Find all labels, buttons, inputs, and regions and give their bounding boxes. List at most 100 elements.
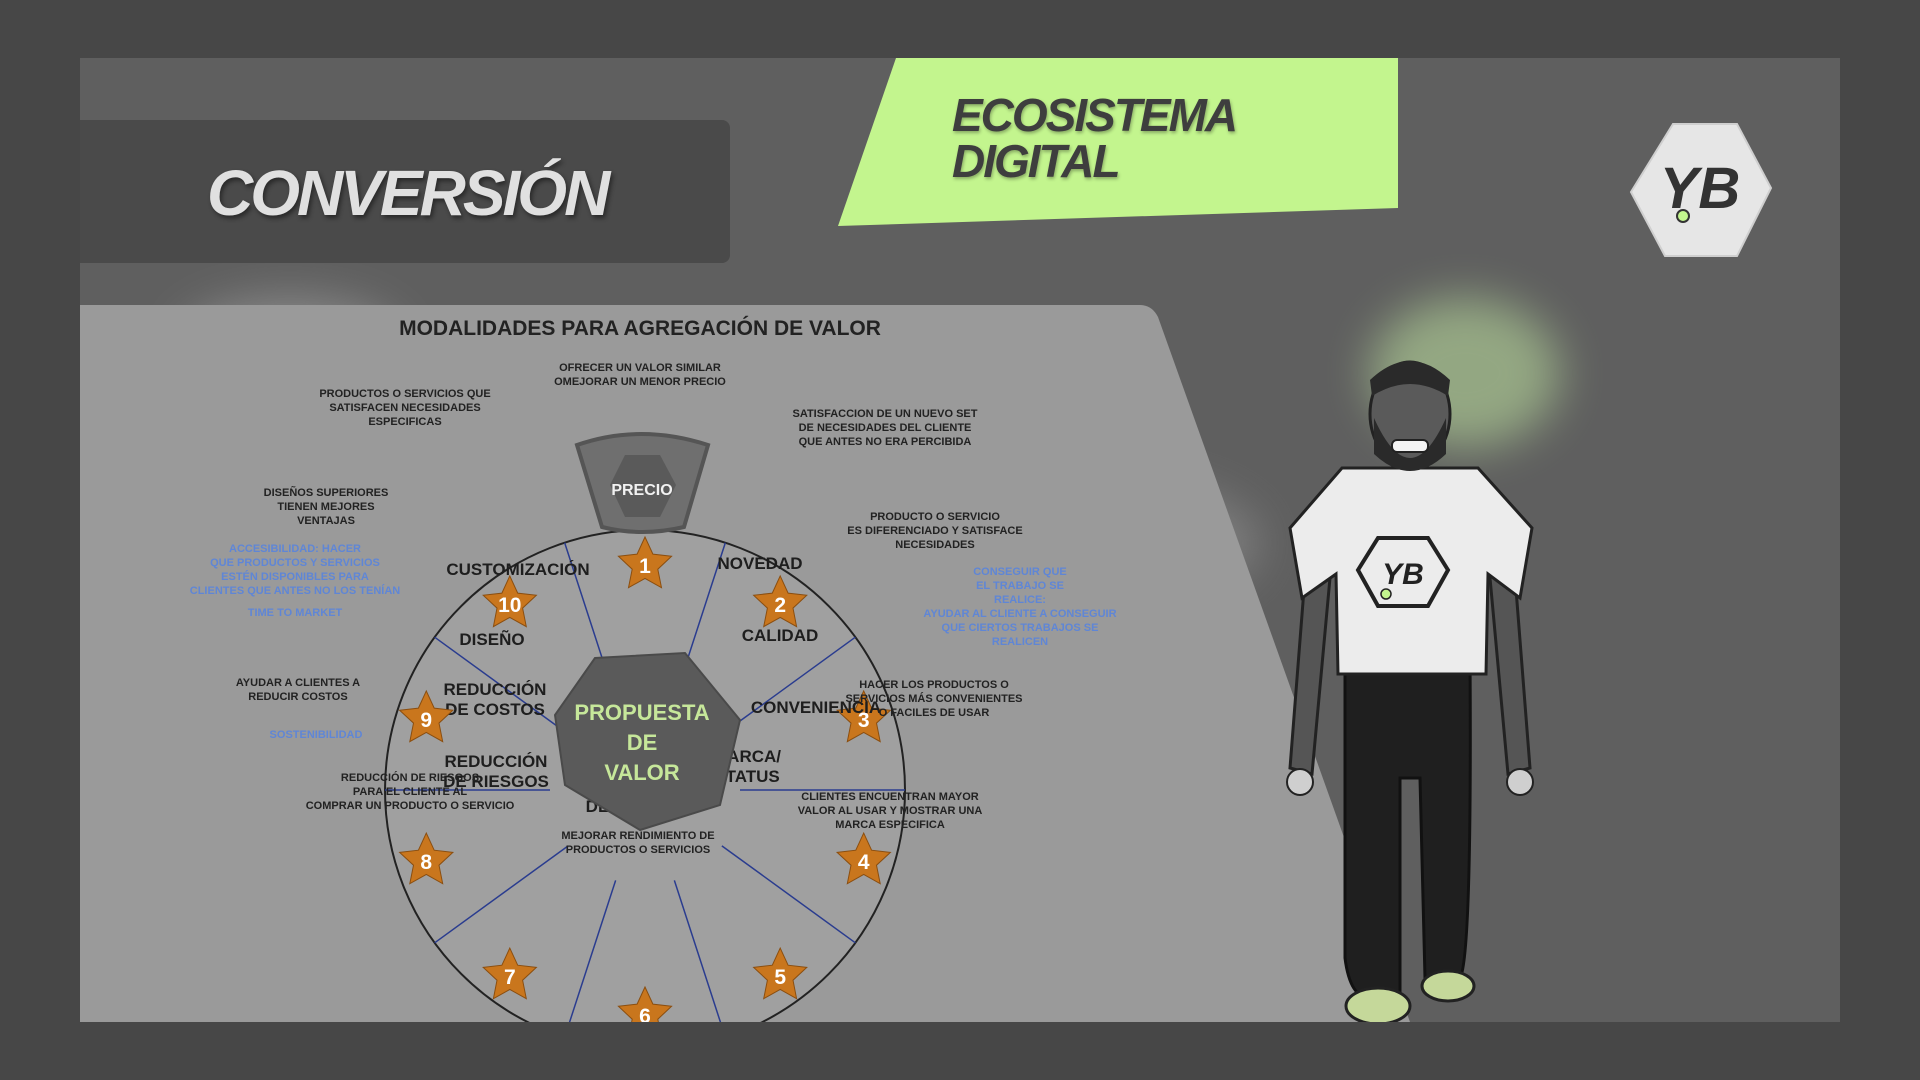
note-text-line: PRODUCTO O SERVICIO — [870, 511, 1000, 523]
note-text-line: COMPRAR UN PRODUCTO O SERVICIO — [306, 800, 515, 812]
segment-label-line: DE COSTOS — [445, 700, 545, 719]
star-icon — [617, 535, 673, 589]
segment-label: DISEÑO — [459, 629, 524, 649]
value-proposition-title: PROPUESTA DE VALOR — [574, 700, 709, 785]
note-text: SATISFACCION DE UN NUEVO SET DE NECESIDAD… — [793, 408, 978, 448]
segment-label-line: CALIDAD — [742, 626, 819, 645]
note-text-line: DISEÑOS SUPERIORES — [264, 486, 389, 499]
note-text-line: AYUDAR A CLIENTES A — [236, 677, 360, 689]
note-text-line: VALOR AL USAR Y MOSTRAR UNA — [798, 805, 983, 817]
blue-note-text-line: CLIENTES QUE ANTES NO LOS TENÍAN — [190, 584, 400, 597]
segment-number: 3 — [858, 709, 870, 732]
segment-label-line: CUSTOMIZACIÓN — [446, 560, 589, 579]
blue-note-text-line: EL TRABAJO SE — [976, 580, 1064, 592]
note-text: PRODUCTO O SERVICIO ES DIFERENCIADO Y SAT… — [847, 511, 1022, 551]
note-text: DISEÑOS SUPERIORES TIENEN MEJORES VENTAJAS — [264, 486, 389, 527]
note-text: PRODUCTOS O SERVICIOS QUE SATISFACEN NECE… — [319, 388, 490, 428]
segment-number: 8 — [420, 851, 432, 874]
star-icon — [752, 946, 808, 1000]
blue-note-text-line: REALICEN — [992, 636, 1048, 648]
segment-label-line: REDUCCIÓN — [444, 680, 547, 699]
blue-note-text: CONSEGUIR QUE EL TRABAJO SE REALICE: AYUDAR… — [923, 566, 1116, 648]
segment-label: CUSTOMIZACIÓN — [446, 560, 589, 579]
segment-label-line: REDUCCIÓN — [445, 752, 548, 771]
slide-canvas: CONVERSIÓN ECOSISTEMA DIGITAL YB MODALID… — [80, 58, 1840, 1022]
note-text-line: SATISFACCION DE UN NUEVO SET — [793, 408, 978, 420]
value-proposition-title-line: PROPUESTA — [574, 700, 709, 725]
note-text-line: O FACILES DE USAR — [879, 707, 990, 719]
value-proposition-hub — [553, 651, 742, 832]
wheel-divider — [721, 845, 856, 944]
note-text-line: REDUCCIÓN DE RIESGOS — [341, 771, 479, 784]
segment-label: REDUCCIÓN DE COSTOS — [444, 680, 547, 719]
blue-note-text-line: ESTÉN DISPONIBLES PARA — [221, 570, 369, 583]
segment-label-line: NOVEDAD — [717, 554, 802, 573]
star-icon — [752, 574, 808, 628]
page-title: CONVERSIÓN — [207, 157, 610, 229]
note-text: MEJORAR RENDIMIENTO DE PRODUCTOS O SERVIC… — [561, 830, 714, 856]
note-text-line: DE NECESIDADES DEL CLIENTE — [799, 422, 972, 434]
segment-number: 9 — [420, 709, 432, 732]
eco-banner-title: ECOSISTEMA DIGITAL — [952, 89, 1238, 187]
segment-number: 10 — [498, 594, 521, 617]
eco-banner — [838, 58, 1398, 226]
logo-text: YB — [1660, 156, 1741, 221]
segment-label: CONVENIENCIA — [751, 698, 881, 717]
note-text: CLIENTES ENCUENTRAN MAYOR VALOR AL USAR Y… — [798, 791, 983, 831]
star-icon — [617, 985, 673, 1022]
note-text-line: QUE ANTES NO ERA PERCIBIDA — [799, 436, 972, 448]
note-text-line: MARCA ESPECIFICA — [835, 819, 945, 831]
note-text-line: OMEJORAR UN MENOR PRECIO — [554, 376, 726, 388]
note-text-line: OFRECER UN VALOR SIMILAR — [559, 362, 721, 374]
note-text: HACER LOS PRODUCTOS O SERVICIOS MÁS CONVE… — [845, 679, 1022, 719]
eco-line-2: DIGITAL — [952, 135, 1121, 187]
segment-label-line: DISEÑO — [459, 629, 524, 649]
segment-label: NOVEDAD — [717, 554, 802, 573]
value-proposition-title-line: VALOR — [604, 760, 679, 785]
wheel-divider — [434, 845, 569, 944]
segment-number: 2 — [774, 594, 786, 617]
blue-note-text-line: AYUDAR AL CLIENTE A CONSEGUIR — [923, 608, 1116, 620]
note-text-line: ESPECIFICAS — [368, 416, 441, 428]
note-text-line: PRODUCTOS O SERVICIOS QUE — [319, 388, 490, 400]
note-text-line: ES DIFERENCIADO Y SATISFACE — [847, 525, 1022, 537]
blue-note-text-line: SOSTENIBILIDAD — [270, 729, 363, 741]
star-icon — [835, 831, 892, 885]
blue-note-text-line: QUE PRODUCTOS Y SERVICIOS — [210, 557, 380, 569]
note-text-line: NECESIDADES — [895, 539, 974, 551]
blue-note-text: SOSTENIBILIDAD — [270, 729, 363, 741]
segment-label-line: DE RIESGOS — [443, 772, 549, 791]
segment-label: PRECIO — [611, 482, 672, 499]
segment-label-line: STATUS — [714, 767, 779, 786]
blue-note-text: TIME TO MARKET — [248, 607, 343, 619]
star-icon — [398, 831, 455, 885]
title-bar — [80, 120, 730, 263]
note-text-line: SERVICIOS MÁS CONVENIENTES — [845, 692, 1022, 705]
segment-number: 5 — [774, 966, 786, 989]
note-text-line: HACER LOS PRODUCTOS O — [859, 679, 1009, 691]
segment-number: 6 — [639, 1005, 651, 1022]
segment-number: 1 — [639, 555, 651, 578]
note-text-line: CLIENTES ENCUENTRAN MAYOR — [801, 791, 978, 803]
segment-label: REDUCCIÓN DE RIESGOS — [443, 752, 549, 791]
star-icon — [835, 689, 892, 743]
segment-label-line: CONVENIENCIA — [751, 698, 881, 717]
eco-line-1: ECOSISTEMA — [952, 89, 1238, 141]
segment-label: CALIDAD — [742, 626, 819, 645]
wheel-divider — [673, 880, 722, 1022]
blue-note-text-line: REALICE: — [994, 594, 1046, 606]
wheel-divider — [434, 636, 569, 735]
note-text-line: VENTAJAS — [297, 515, 355, 527]
blue-note-text-line: CONSEGUIR QUE — [973, 566, 1067, 578]
note-text-line: PARA EL CLIENTE AL — [353, 786, 468, 798]
svg-text:YB: YB — [1382, 558, 1424, 591]
wheel-divider — [721, 636, 856, 735]
star-icon — [398, 689, 455, 743]
note-text-line: SATISFACEN NECESIDADES — [329, 402, 480, 414]
blue-note-text-line: ACCESIBILIDAD: HACER — [229, 543, 361, 555]
yb-logo-icon: YB — [1629, 123, 1773, 257]
note-text-line: TIENEN MEJORES — [277, 501, 374, 513]
mascot-illustration: YB — [1286, 360, 1534, 1022]
precio-hex — [610, 455, 676, 517]
blue-note-text: ACCESIBILIDAD: HACER QUE PRODUCTOS Y SERV… — [190, 543, 400, 597]
